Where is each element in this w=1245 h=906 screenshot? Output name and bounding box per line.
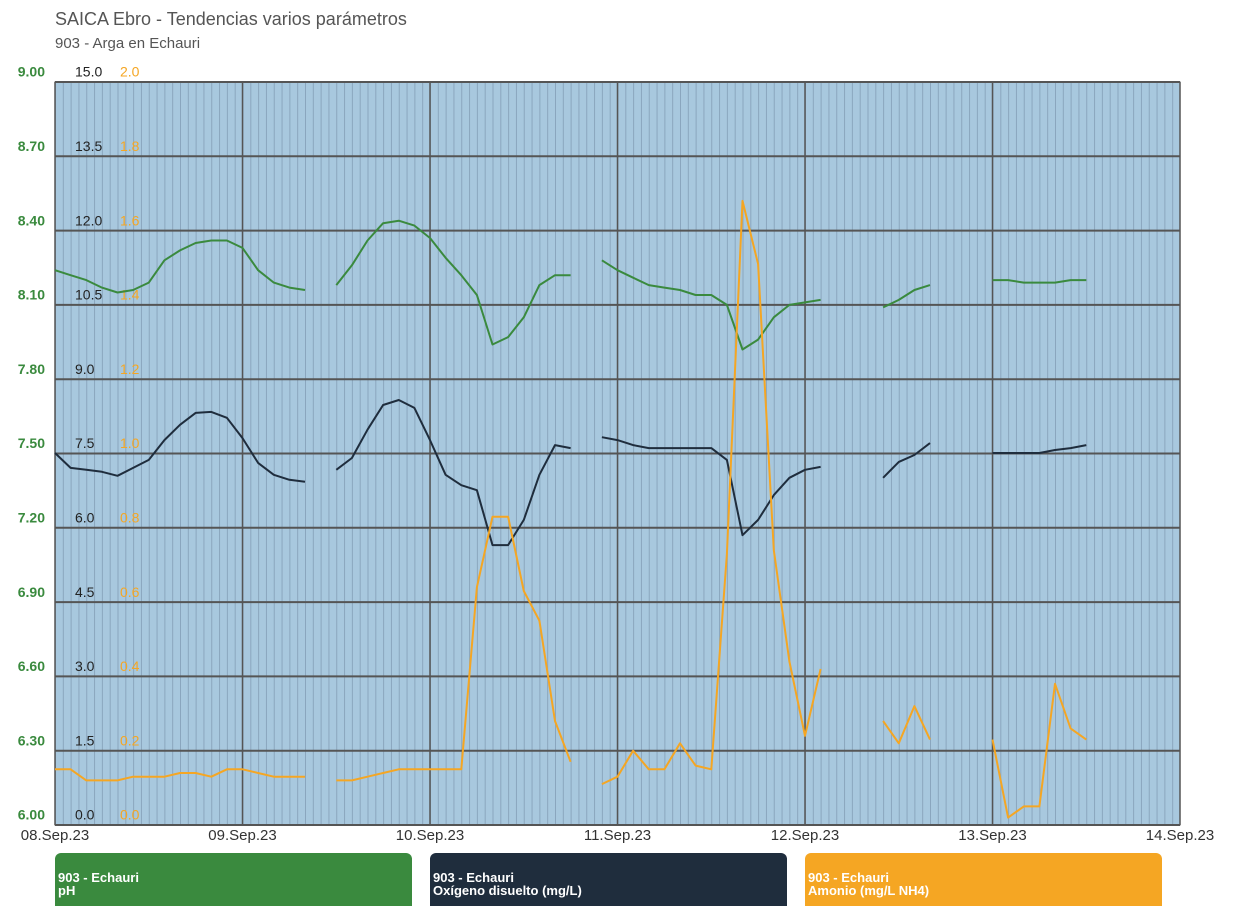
y-tick-label: 1.6 (120, 212, 140, 228)
y-tick-label: 10.5 (75, 287, 102, 303)
legend-item[interactable]: 903 - Echauri pH (55, 853, 412, 906)
y-tick-label: 0.2 (120, 732, 140, 748)
y-tick-label: 1.8 (120, 138, 140, 154)
legend-text: Oxígeno disuelto (mg/L) (433, 883, 582, 898)
y-tick-label: 6.90 (18, 584, 45, 600)
legend-text: 903 - Echauri (433, 870, 514, 885)
y-tick-label: 2.0 (120, 64, 140, 80)
x-tick-label: 11.Sep.23 (584, 827, 651, 844)
y-tick-label: 1.2 (120, 361, 140, 377)
legend-text: 903 - Echauri (808, 870, 889, 885)
y-tick-label: 9.00 (18, 64, 45, 80)
series-line (54, 219, 1087, 351)
y-tick-label: 15.0 (75, 64, 102, 80)
legend-item[interactable]: 903 - Echauri Oxígeno disuelto (mg/L) (430, 853, 787, 906)
y-tick-label: 6.00 (18, 807, 45, 823)
chart-title: SAICA Ebro - Tendencias varios parámetro… (55, 9, 407, 29)
legend-item[interactable]: 903 - Echauri Amonio (mg/L NH4) (805, 853, 1162, 906)
y-tick-label: 1.5 (75, 732, 95, 748)
y-tick-label: 1.0 (120, 435, 140, 451)
y-tick-label: 8.10 (18, 287, 45, 303)
y-tick-label: 7.20 (18, 510, 45, 526)
y-tick-label: 0.0 (75, 807, 95, 823)
y-tick-label: 0.8 (120, 510, 140, 526)
series-line (54, 399, 1087, 547)
y-tick-label: 13.5 (75, 138, 102, 154)
y-tick-label: 7.50 (18, 435, 45, 451)
y-tick-label: 4.5 (75, 584, 95, 600)
y-tick-label: 9.0 (75, 361, 95, 377)
y-tick-label: 0.6 (120, 584, 140, 600)
x-tick-label: 10.Sep.23 (396, 827, 464, 844)
x-tick-label: 14.Sep.23 (1146, 827, 1214, 844)
x-tick-label: 12.Sep.23 (771, 827, 839, 844)
legend-text: 903 - Echauri (58, 870, 139, 885)
x-tick-label: 08.Sep.23 (21, 827, 89, 844)
y-tick-label: 8.70 (18, 138, 45, 154)
y-tick-label: 0.4 (120, 658, 140, 674)
legend-text: pH (58, 883, 76, 898)
chart: SAICA Ebro - Tendencias varios parámetro… (18, 9, 1214, 844)
x-tick-label: 09.Sep.23 (208, 827, 276, 844)
legend-text: Amonio (mg/L NH4) (808, 883, 930, 898)
y-tick-label: 7.5 (75, 435, 95, 451)
y-tick-label: 6.30 (18, 732, 45, 748)
y-tick-label: 0.0 (120, 807, 140, 823)
y-tick-label: 12.0 (75, 212, 102, 228)
y-tick-label: 6.0 (75, 510, 95, 526)
y-tick-label: 6.60 (18, 658, 45, 674)
y-tick-label: 7.80 (18, 361, 45, 377)
x-tick-label: 13.Sep.23 (958, 827, 1026, 844)
y-tick-label: 3.0 (75, 658, 95, 674)
series-line (55, 199, 1087, 819)
y-tick-label: 8.40 (18, 212, 45, 228)
chart-subtitle: 903 - Arga en Echauri (55, 35, 200, 52)
